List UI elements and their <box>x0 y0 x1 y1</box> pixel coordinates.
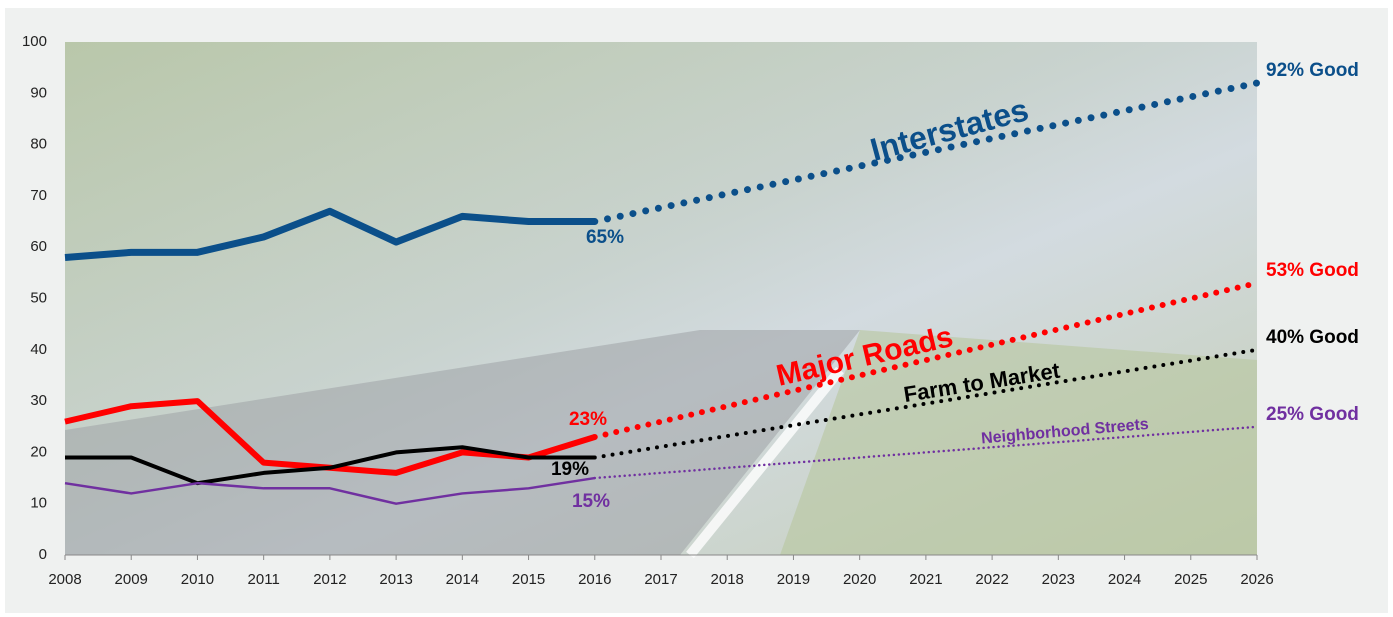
x-tick-label: 2008 <box>48 571 81 588</box>
x-tick-label: 2012 <box>313 571 346 588</box>
x-tick-label: 2014 <box>446 571 479 588</box>
y-tick-label: 40 <box>30 341 47 358</box>
y-tick-label: 50 <box>30 289 47 306</box>
x-tick-label: 2023 <box>1042 571 1075 588</box>
x-tick-label: 2015 <box>512 571 545 588</box>
value-label: 15% <box>572 491 610 512</box>
x-tick-label: 2017 <box>644 571 677 588</box>
y-tick-label: 90 <box>30 84 47 101</box>
value-label: 53% Good <box>1266 260 1359 281</box>
y-tick-label: 0 <box>39 546 47 563</box>
x-tick-label: 2022 <box>975 571 1008 588</box>
x-tick-label: 2016 <box>578 571 611 588</box>
x-tick-label: 2025 <box>1174 571 1207 588</box>
lane-marking <box>686 366 844 559</box>
x-tick-label: 2010 <box>181 571 214 588</box>
projection-line <box>592 347 1259 460</box>
x-tick-label: 2011 <box>248 571 280 588</box>
road-decoration <box>65 330 860 555</box>
y-tick-label: 30 <box>30 392 47 409</box>
value-label: 23% <box>569 409 607 430</box>
projection-line <box>591 79 1261 226</box>
y-tick-label: 100 <box>22 33 47 50</box>
x-tick-label: 2026 <box>1240 571 1273 588</box>
x-tick-label: 2009 <box>115 571 148 588</box>
series-line <box>65 445 595 486</box>
y-tick-label: 10 <box>30 495 47 512</box>
series-line <box>64 476 595 505</box>
value-label: 65% <box>586 227 624 248</box>
value-label: 25% Good <box>1266 404 1359 425</box>
x-tick-label: 2020 <box>843 571 876 588</box>
y-tick-label: 60 <box>30 238 47 255</box>
x-tick-label: 2024 <box>1108 571 1141 588</box>
y-tick-label: 70 <box>30 187 47 204</box>
projection-line <box>593 425 1259 480</box>
series-line <box>64 207 595 261</box>
x-tick-label: 2013 <box>379 571 412 588</box>
y-tick-label: 20 <box>30 443 47 460</box>
projection-line <box>591 280 1260 441</box>
x-tick-label: 2021 <box>909 571 942 588</box>
value-label: 19% <box>551 459 589 480</box>
x-tick-label: 2019 <box>777 571 810 588</box>
value-label: 40% Good <box>1266 327 1359 348</box>
value-label: 92% Good <box>1266 60 1359 81</box>
y-tick-label: 80 <box>30 136 47 153</box>
x-tick-label: 2018 <box>711 571 744 588</box>
grass-decoration <box>780 330 1257 555</box>
